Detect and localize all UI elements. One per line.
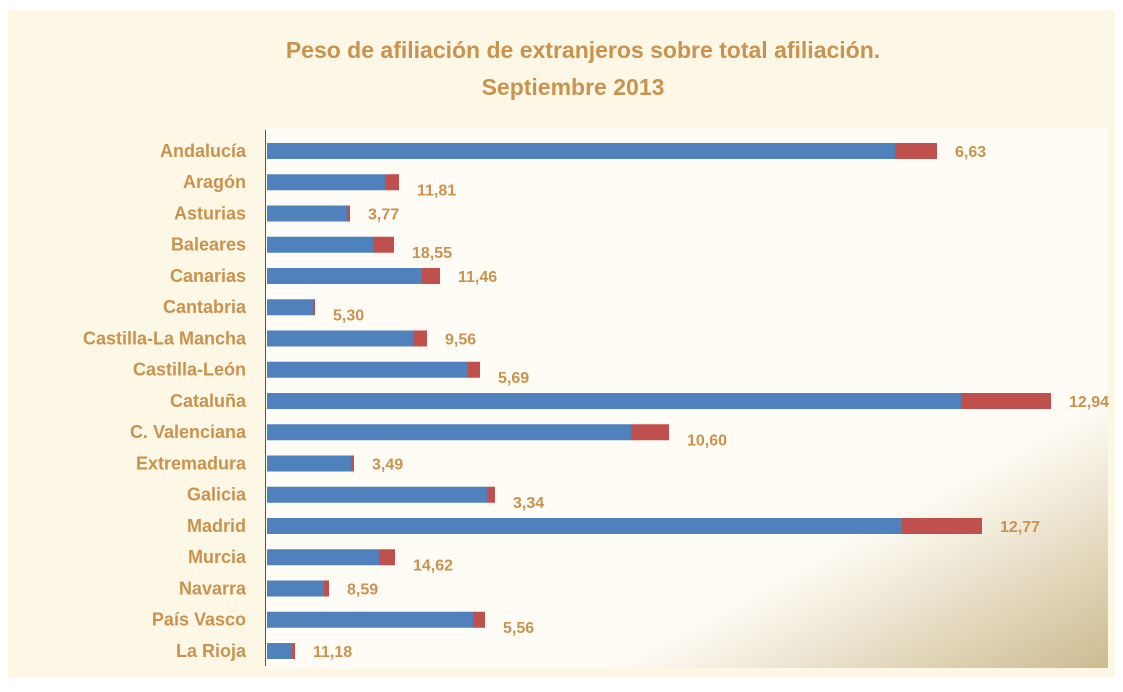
bar-segment	[895, 143, 937, 159]
bar-segment	[267, 643, 292, 659]
bar-segment	[902, 518, 982, 534]
bar-segment	[267, 486, 487, 503]
bar-segment	[267, 424, 631, 441]
y-tick-label: Madrid	[187, 516, 246, 536]
y-tick-label: País Vasco	[152, 610, 246, 630]
y-tick-label: Castilla-La Mancha	[83, 328, 247, 348]
chart-title: Peso de afiliación de extranjeros sobre …	[286, 37, 880, 63]
y-tick-label: Cantabria	[163, 297, 247, 317]
y-tick-label: Baleares	[171, 235, 246, 255]
y-tick-label: Andalucía	[160, 141, 247, 161]
bar-segment	[267, 361, 468, 378]
y-tick-label: Cataluña	[170, 391, 247, 411]
y-tick-label: Asturias	[174, 203, 246, 223]
bar-segment	[267, 611, 473, 628]
bar-segment	[631, 424, 669, 441]
data-label: 14,62	[413, 557, 453, 574]
bar-segment	[267, 143, 895, 159]
bar-segment	[267, 205, 347, 222]
chart-subtitle: Septiembre 2013	[482, 74, 665, 100]
bar-segment	[267, 455, 351, 472]
y-tick-label: Galicia	[187, 485, 247, 505]
bar-segment	[385, 174, 399, 191]
bar-segment	[267, 518, 902, 534]
data-label: 12,77	[1000, 519, 1040, 536]
y-tick-label: La Rioja	[176, 641, 247, 661]
data-label: 5,69	[498, 370, 529, 387]
bar-segment	[267, 268, 422, 284]
bar-segment	[347, 205, 350, 222]
bar-segment	[961, 393, 1051, 409]
data-label: 6,63	[955, 144, 986, 161]
y-tick-label: Castilla-León	[133, 360, 246, 380]
bar-segment	[313, 299, 315, 316]
y-tick-label: Murcia	[188, 547, 247, 567]
data-label: 5,56	[503, 620, 534, 637]
bar-segment	[422, 268, 440, 284]
data-label: 12,94	[1069, 394, 1109, 411]
bar-segment	[267, 299, 313, 316]
bar-segment	[373, 236, 394, 253]
data-label: 5,30	[333, 307, 364, 324]
data-label: 11,81	[417, 182, 456, 199]
bar-segment	[324, 580, 329, 597]
bar-segment	[267, 174, 385, 191]
y-tick-label: Aragón	[183, 172, 246, 192]
y-tick-label: C. Valenciana	[130, 422, 247, 442]
bar-segment	[379, 549, 395, 566]
bar-segment	[468, 361, 480, 378]
data-label: 3,34	[513, 495, 544, 512]
bar-segment	[267, 549, 379, 566]
data-label: 11,46	[458, 269, 497, 286]
bar-segment	[267, 393, 961, 409]
data-label: 3,77	[368, 207, 399, 224]
data-label: 8,59	[347, 582, 378, 599]
data-label: 9,56	[445, 332, 476, 349]
bar-segment	[292, 643, 295, 659]
bar-segment	[267, 236, 373, 253]
bar-segment	[267, 580, 324, 597]
data-label: 10,60	[687, 432, 727, 449]
data-label: 3,49	[372, 457, 403, 474]
bar-segment	[413, 330, 427, 347]
y-tick-label: Extremadura	[136, 453, 247, 473]
y-tick-label: Canarias	[170, 266, 246, 286]
bar-segment	[267, 330, 413, 347]
bar-segment	[351, 455, 354, 472]
bar-segment	[487, 486, 495, 503]
y-tick-label: Navarra	[179, 578, 247, 598]
data-label: 18,55	[412, 245, 452, 262]
data-label: 11,18	[313, 644, 352, 661]
bar-segment	[473, 611, 485, 628]
